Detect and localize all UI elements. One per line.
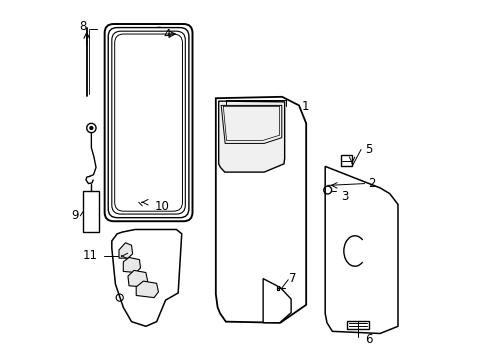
Polygon shape bbox=[340, 155, 351, 166]
Text: 8: 8 bbox=[79, 21, 86, 33]
Polygon shape bbox=[325, 166, 397, 333]
Text: 10: 10 bbox=[155, 201, 169, 213]
Polygon shape bbox=[119, 243, 132, 258]
Polygon shape bbox=[136, 281, 158, 298]
Text: 1: 1 bbox=[301, 100, 309, 113]
Circle shape bbox=[89, 126, 93, 130]
Bar bbox=[346, 320, 368, 329]
FancyBboxPatch shape bbox=[115, 34, 182, 211]
Text: 5: 5 bbox=[364, 143, 371, 156]
Polygon shape bbox=[215, 97, 305, 323]
Text: 9: 9 bbox=[71, 210, 79, 222]
FancyBboxPatch shape bbox=[112, 31, 185, 214]
Bar bbox=[83, 191, 99, 232]
Polygon shape bbox=[263, 279, 290, 323]
Text: 4: 4 bbox=[163, 28, 171, 41]
FancyBboxPatch shape bbox=[108, 28, 188, 218]
Text: 6: 6 bbox=[364, 333, 371, 346]
Text: 11: 11 bbox=[82, 249, 97, 262]
Text: 2: 2 bbox=[367, 177, 375, 190]
Text: 7: 7 bbox=[289, 272, 296, 285]
Polygon shape bbox=[128, 270, 147, 287]
Circle shape bbox=[156, 31, 162, 37]
Polygon shape bbox=[123, 257, 140, 273]
FancyBboxPatch shape bbox=[104, 24, 192, 221]
Text: 3: 3 bbox=[341, 190, 348, 203]
Polygon shape bbox=[112, 229, 182, 326]
Polygon shape bbox=[218, 101, 284, 172]
